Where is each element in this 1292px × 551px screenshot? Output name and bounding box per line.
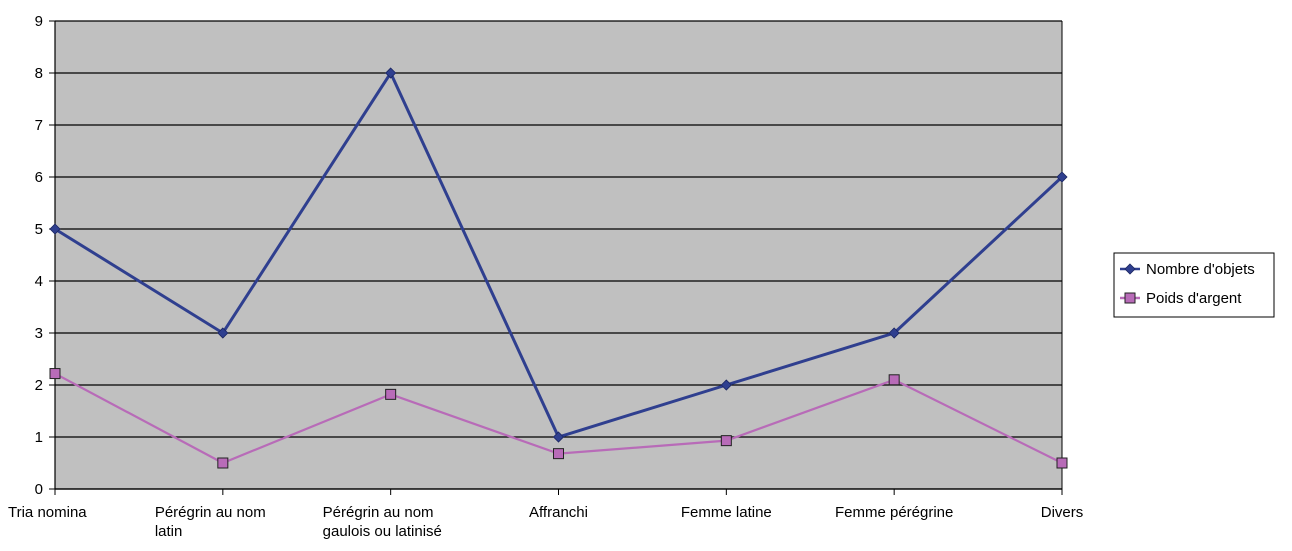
y-tick-label: 9 [35,13,43,30]
x-tick-label-line: Divers [1041,504,1084,521]
data-point [1056,171,1068,183]
data-point [49,223,61,235]
legend-box [1113,252,1275,318]
data-point [720,379,732,391]
data-point [1124,292,1136,304]
y-tick-label: 1 [35,429,43,446]
data-point [888,327,900,339]
series-poids-argent [49,368,1068,469]
x-tick-label: Pérégrin au nom latin [155,504,266,540]
x-tick-label-line: gaulois ou latinisé [323,523,442,540]
y-tick-label: 0 [35,481,43,498]
y-tick-label: 5 [35,221,43,238]
x-axis-ticks: Tria nomina Pérégrin au nom latinPérégrin … [8,489,1083,540]
data-point [217,327,229,339]
y-tick-label: 6 [35,169,43,186]
data-point [1124,263,1136,275]
x-tick-label: Divers [1041,504,1084,521]
data-point [385,388,397,400]
legend: Nombre d'objets Poids d'argent [1113,252,1275,318]
legend-label: Poids d'argent [1146,290,1242,307]
data-point [385,67,397,79]
x-tick-label-line: Femme pérégrine [835,504,953,521]
x-tick-label: Tria nomina [8,504,87,521]
data-point [217,457,229,469]
plot-area [55,21,1062,489]
data-point [888,374,900,386]
x-tick-label: Affranchi [529,504,588,521]
data-point [553,448,564,460]
x-tick-label: Femme pérégrine [835,504,953,521]
data-point [1056,457,1068,469]
x-tick-label-line: Affranchi [529,504,588,521]
data-point [552,431,565,443]
x-tick-label-line: Pérégrin au nom [323,504,434,521]
data-point [49,368,61,380]
legend-label: Nombre d'objets [1146,261,1255,278]
y-tick-label: 3 [35,325,43,342]
legend-item: Poids d'argent [1120,290,1242,307]
y-tick-label: 4 [35,273,43,290]
x-tick-label-line: latin [155,523,183,540]
data-point [720,435,732,447]
y-tick-label: 2 [35,377,43,394]
x-tick-label-line: Femme latine [681,504,772,521]
y-axis-ticks: 0 1 2 3 4 5 6 7 8 9 [35,13,55,498]
x-tick-label: Femme latine [681,504,772,521]
y-tick-label: 8 [35,65,43,82]
y-tick-label: 7 [35,117,43,134]
legend-item: Nombre d'objets [1120,261,1255,278]
x-tick-label-line: Tria nomina [8,504,87,521]
x-tick-label: Pérégrin au nom gaulois ou latinisé [323,504,442,540]
x-tick-label-line: Pérégrin au nom [155,504,266,521]
series-nombre-objets [49,67,1068,443]
